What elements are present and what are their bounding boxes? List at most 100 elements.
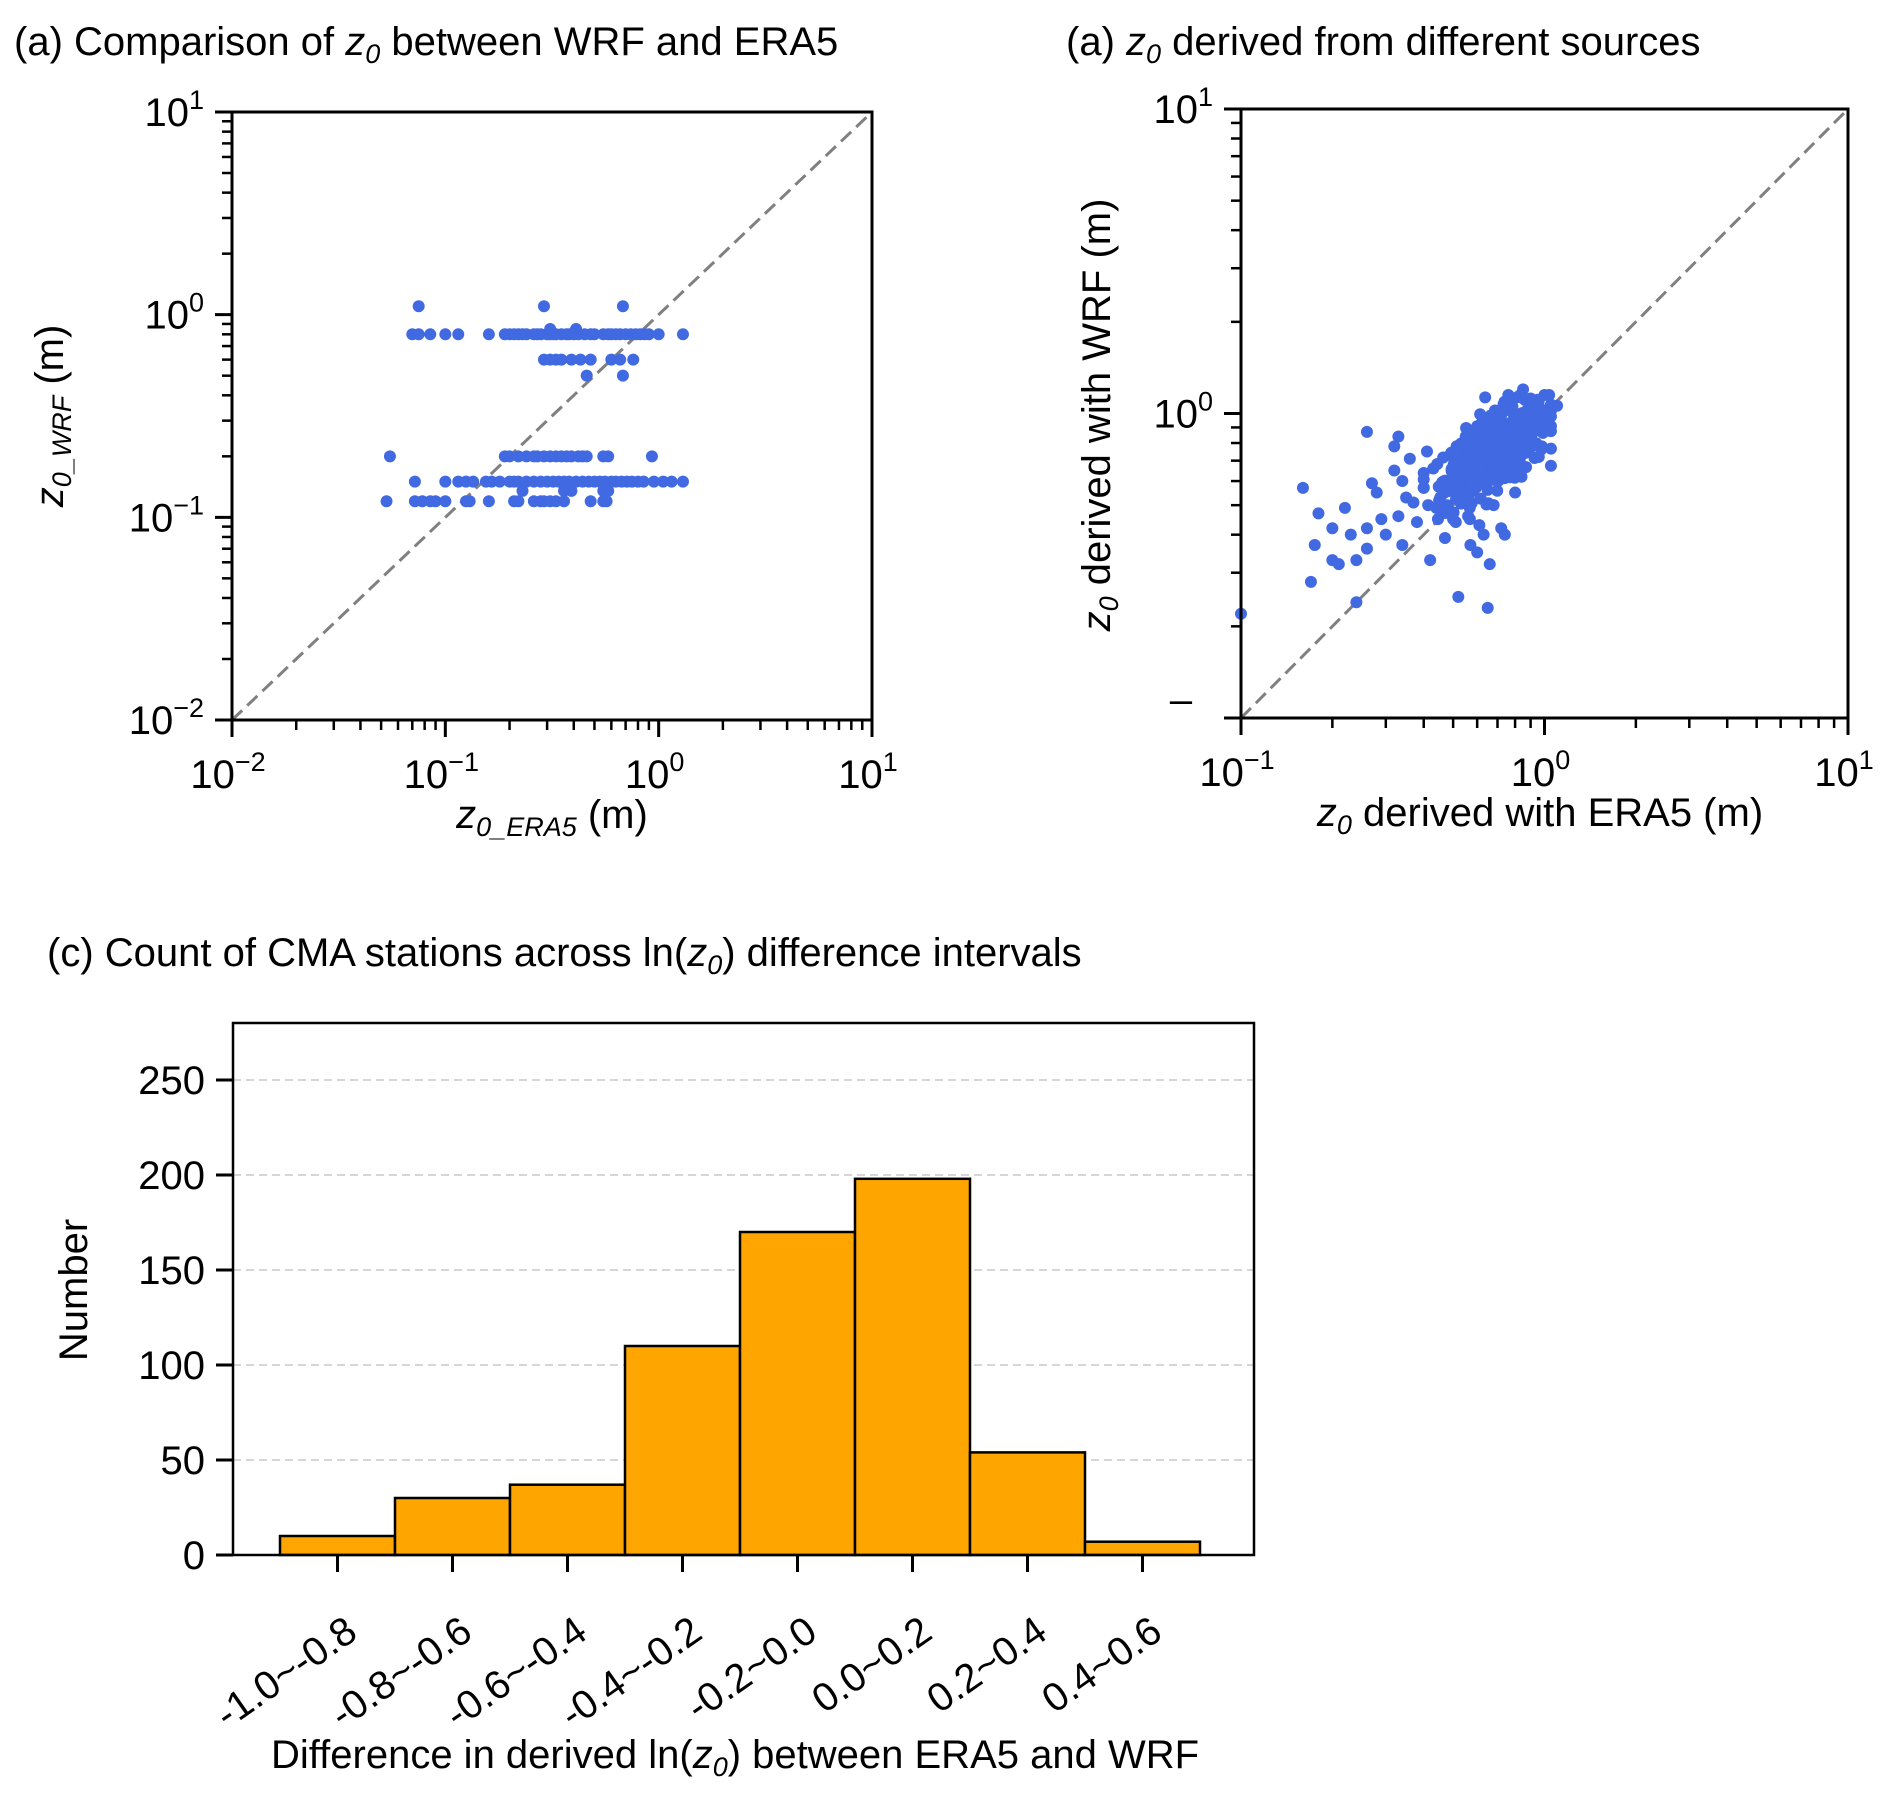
panel-a-data-point xyxy=(537,300,550,313)
panel-c-bar xyxy=(1083,1540,1202,1557)
panel-a-y-tick-label: 100 xyxy=(144,288,204,338)
panel-c-plot-area: 050100150200250-1.0~-0.8-0.8~-0.6-0.6~-0… xyxy=(138,1021,1256,1737)
panel-b-data-point xyxy=(1350,596,1363,609)
panel-b-data-point xyxy=(1388,464,1401,477)
panel-a-data-point xyxy=(439,495,452,508)
panel-a-data-point xyxy=(383,450,396,463)
panel-a-data-point xyxy=(602,450,615,463)
panel-b-data-point xyxy=(1479,391,1492,404)
panel-c-y-tick-label: 100 xyxy=(138,1344,205,1388)
panel-b-data-point xyxy=(1483,457,1496,470)
panel-b-data-point xyxy=(1460,421,1473,434)
panel-a-data-point xyxy=(616,300,629,313)
panel-b-data-point xyxy=(1360,425,1373,438)
panel-b-title: (a) z0 derived from different sources xyxy=(1066,20,1701,69)
panel-c-y-tick-label: 50 xyxy=(161,1439,206,1483)
panel-b-data-point xyxy=(1433,494,1446,507)
panel-b-data-point xyxy=(1447,506,1460,519)
panel-b-data-point xyxy=(1505,392,1518,405)
panel-b-data-point xyxy=(1396,538,1409,551)
panel-b-data-point xyxy=(1432,480,1445,493)
panel-b-data-point xyxy=(1360,542,1373,555)
panel-b-data-point xyxy=(1360,522,1373,535)
panel-a-y-tick-label: 10−1 xyxy=(129,490,204,540)
panel-a-x-tick-label: 101 xyxy=(838,747,898,797)
panel-a-data-point xyxy=(380,495,393,508)
panel-c-x-tick-label: 0.0~0.2 xyxy=(804,1608,939,1721)
panel-b-data-point xyxy=(1462,491,1475,504)
panel-c-xlabel: Difference in derived ln(z0) between ERA… xyxy=(271,1733,1199,1782)
panel-b-data-point xyxy=(1296,481,1309,494)
panel-b-data-point xyxy=(1312,507,1325,520)
panel-a-data-point xyxy=(605,353,618,366)
panel-b-data-point xyxy=(1523,432,1536,445)
panel-a-data-point xyxy=(565,353,578,366)
panel-b-data-point xyxy=(1370,486,1383,499)
panel-b-data-point xyxy=(1379,528,1392,541)
panel-b-data-point xyxy=(1450,446,1463,459)
panel-a-data-point xyxy=(580,450,593,463)
panel-a-data-point xyxy=(614,353,627,366)
panel-a-x-tick-label: 100 xyxy=(625,747,685,797)
panel-c-x-tick-label: 0.4~0.6 xyxy=(1034,1608,1169,1721)
panel-b-data-point xyxy=(1515,463,1528,476)
panel-a-data-point xyxy=(482,495,495,508)
panel-b-data-point xyxy=(1544,442,1557,455)
panel-b-data-point xyxy=(1449,516,1462,529)
panel-a-data-point xyxy=(412,328,425,341)
panel-b-data-point xyxy=(1326,522,1339,535)
panel-a-data-point xyxy=(652,328,665,341)
panel-c-bar xyxy=(278,1534,397,1557)
panel-a-data-point xyxy=(580,369,593,382)
panel-c-bar xyxy=(853,1177,972,1557)
panel-b-data-point xyxy=(1473,519,1486,532)
panel-b-data-point xyxy=(1392,510,1405,523)
panel-b-data-point xyxy=(1308,538,1321,551)
panel-a-data-point xyxy=(645,450,658,463)
panel-b-data-point xyxy=(1538,424,1551,437)
panel-b-data-point xyxy=(1417,467,1430,480)
panel-b-x-tick-label: 10−1 xyxy=(1199,745,1274,795)
panel-a-data-point xyxy=(627,353,640,366)
panel-c-y-tick-label: 250 xyxy=(138,1059,205,1103)
panel-a-data-point xyxy=(463,495,476,508)
panel-a-plot-area: 10−2 10−1 100 101 10−2 10−1 100 101 xyxy=(129,85,898,797)
panel-b-data-point xyxy=(1388,440,1401,453)
panel-b-data-point xyxy=(1403,452,1416,465)
panel-a-data-point xyxy=(657,475,670,488)
panel-b-data-point xyxy=(1396,475,1409,488)
panel-b-data-point xyxy=(1471,546,1484,559)
panel-b-data-point xyxy=(1441,485,1454,498)
panel-b-data-point xyxy=(1474,460,1487,473)
panel-a-ylabel: z0_WRF (m) xyxy=(28,325,77,509)
panel-b-data-point xyxy=(1392,430,1405,443)
panel-b-plot-area: 10−1 100 101 101 100 – xyxy=(1153,82,1873,795)
panel-c-title: (c) Count of CMA stations across ln(z0) … xyxy=(47,931,1082,980)
panel-a-data-point xyxy=(424,328,437,341)
panel-b-data-point xyxy=(1431,513,1444,526)
panel-b-ylabel: z0 derived with WRF (m) xyxy=(1075,199,1124,633)
panel-b-x-tick-label: 100 xyxy=(1511,745,1571,795)
panel-b-data-point xyxy=(1491,484,1504,497)
panel-b-data-point xyxy=(1528,452,1541,465)
panel-a-data-point xyxy=(467,475,480,488)
panel-a-y-tick-label: 10−2 xyxy=(129,693,204,743)
panel-a-y-tick-label: 101 xyxy=(144,85,204,135)
panel-b-data-point xyxy=(1461,468,1474,481)
panel-a-data-point xyxy=(544,322,557,335)
panel-a-data-point xyxy=(647,475,660,488)
panel-b-data-point xyxy=(1509,486,1522,499)
panel-a-data-point xyxy=(558,495,571,508)
panel-b-data-point xyxy=(1455,458,1468,471)
panel-a-data-point xyxy=(452,328,465,341)
panel-a-data-point xyxy=(676,475,689,488)
panel-a-data-point xyxy=(616,369,629,382)
panel-a-data-point xyxy=(439,328,452,341)
panel-b-data-point xyxy=(1481,601,1494,614)
panel-c-bar xyxy=(623,1344,742,1557)
panel-c-axes-frame xyxy=(231,1021,1256,1557)
panel-b-data-point xyxy=(1463,513,1476,526)
panel-b-y-tick-label: 100 xyxy=(1153,387,1213,437)
panel-a-reference-line xyxy=(230,110,874,722)
